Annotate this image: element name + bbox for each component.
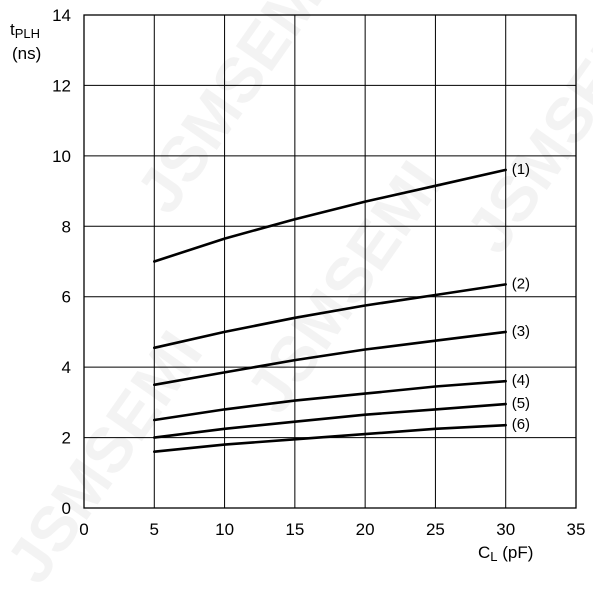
y-tick-label: 12 (52, 76, 71, 95)
y-axis-unit: (ns) (12, 44, 42, 63)
x-axis-title: CL (pF) (478, 543, 533, 567)
series-label: (4) (512, 372, 530, 389)
y-axis-symbol: t (10, 20, 15, 39)
y-tick-label: 10 (52, 147, 71, 166)
y-axis-subscript: PLH (14, 26, 41, 41)
y-tick-label: 14 (52, 6, 71, 25)
plot-frame (83, 14, 577, 509)
x-tick-label: 5 (150, 520, 159, 539)
series-line (153, 379, 508, 422)
series-label: (2) (512, 275, 530, 292)
y-tick-label: 4 (62, 358, 71, 377)
series-line (153, 330, 508, 387)
x-tick-label: 15 (285, 520, 304, 539)
x-tick-labels: 0 5 10 15 20 25 30 35 (79, 520, 585, 539)
series-line (153, 423, 508, 454)
y-tick-label: 6 (62, 288, 71, 307)
y-tick-label: 2 (62, 429, 71, 448)
series-line (153, 168, 508, 263)
x-tick-label: 30 (496, 520, 515, 539)
x-tick-label: 20 (356, 520, 375, 539)
grid (83, 14, 577, 509)
series-line (153, 283, 508, 350)
x-axis-symbol: C (478, 543, 491, 562)
y-tick-labels: 0 2 4 6 8 10 12 14 (52, 6, 71, 518)
x-tick-label: 10 (215, 520, 234, 539)
y-tick-label: 0 (62, 499, 71, 518)
x-tick-label: 0 (79, 520, 88, 539)
y-axis-title: tPLH (ns) (10, 20, 41, 64)
series-label: (3) (512, 323, 530, 340)
series-label: (1) (512, 161, 530, 178)
x-axis-unit: (pF) (502, 543, 534, 562)
series-lines (153, 168, 508, 454)
x-tick-label: 35 (567, 520, 586, 539)
x-tick-label: 25 (426, 520, 445, 539)
y-tick-label: 8 (62, 217, 71, 236)
series-line (153, 402, 508, 439)
series-label: (6) (512, 416, 530, 433)
series-label: (5) (512, 395, 530, 412)
series-labels: (1) (2) (3) (4) (5) (6) (512, 161, 530, 433)
x-axis-subscript: L (490, 549, 498, 564)
